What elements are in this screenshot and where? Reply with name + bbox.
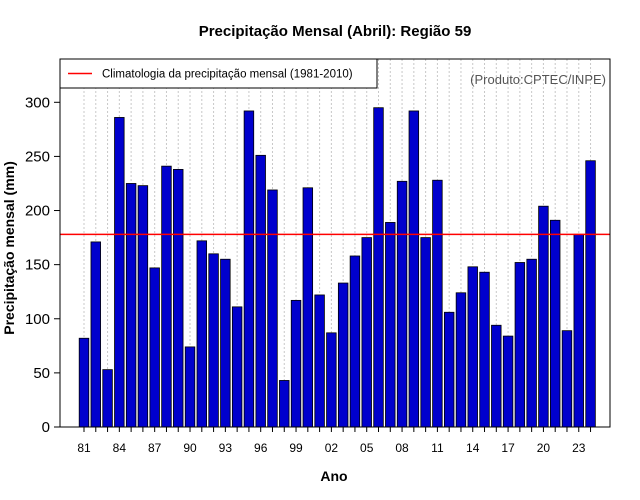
bar-1995 <box>243 110 255 428</box>
legend-box <box>59 58 378 89</box>
bar-2019 <box>526 258 537 428</box>
bar-2021 <box>550 219 561 428</box>
y-axis-label: Precipitação mensal (mm) <box>1 161 17 335</box>
x-tick-label: 14 <box>466 441 480 455</box>
bar-2003 <box>337 282 349 428</box>
bar-2005 <box>361 237 372 428</box>
bar-1985 <box>125 183 137 428</box>
x-tick-label: 81 <box>77 441 91 455</box>
x-tick-label: 84 <box>113 441 127 455</box>
bar-1981 <box>78 337 90 428</box>
bar-1982 <box>90 241 101 428</box>
x-tick-label: 05 <box>360 441 374 455</box>
bar-1999 <box>290 299 302 428</box>
bar-2020 <box>538 205 549 428</box>
bar-2007 <box>385 222 396 428</box>
x-tick-label: 90 <box>183 441 197 455</box>
bar-2022 <box>561 330 573 428</box>
bar-2000 <box>302 187 314 428</box>
bar-1987 <box>149 267 160 428</box>
y-tick-label: 150 <box>25 257 50 274</box>
bar-1984 <box>114 117 125 428</box>
legend: Climatologia da precipitação mensal (198… <box>59 58 378 89</box>
y-axis: 0 50 100 150 200 250 300 <box>25 94 60 436</box>
bar-1986 <box>137 185 149 428</box>
bar-2013 <box>455 292 467 428</box>
bar-1991 <box>196 240 208 428</box>
x-tick-label: 99 <box>289 441 303 455</box>
x-axis-label: Ano <box>320 468 347 484</box>
bar-1990 <box>184 346 196 428</box>
bar-2017 <box>502 335 514 428</box>
bar-2009 <box>408 110 420 428</box>
bar-2011 <box>432 179 443 428</box>
bar-2012 <box>443 311 455 428</box>
gridlines <box>83 59 592 427</box>
y-tick-label: 50 <box>33 365 50 382</box>
y-tick-label: 200 <box>25 203 50 220</box>
chart-title: Precipitação Mensal (Abril): Região 59 <box>199 23 472 40</box>
bar-2010 <box>420 237 431 428</box>
y-tick-label: 300 <box>25 94 50 111</box>
y-tick-label: 0 <box>42 419 50 436</box>
bar-1993 <box>220 258 231 428</box>
x-tick-label: 23 <box>572 441 586 455</box>
x-tick-label: 11 <box>431 441 444 455</box>
x-tick-label: 17 <box>501 441 515 455</box>
bar-2008 <box>396 180 408 428</box>
bars <box>78 107 596 428</box>
x-tick-label: 87 <box>148 441 162 455</box>
bar-2014 <box>467 266 478 428</box>
bar-2001 <box>314 294 325 428</box>
x-tick-label: 93 <box>219 441 233 455</box>
y-tick-label: 250 <box>25 148 50 165</box>
bar-2018 <box>514 262 526 428</box>
bar-2024 <box>585 160 596 428</box>
bar-2015 <box>479 271 490 428</box>
bar-1997 <box>267 189 278 428</box>
x-tick-label: 08 <box>395 441 409 455</box>
bar-2002 <box>326 332 337 428</box>
legend-label: Climatologia da precipitação mensal (198… <box>102 69 353 81</box>
bar-1988 <box>161 165 172 428</box>
bar-1998 <box>279 380 290 428</box>
bar-2016 <box>491 324 502 428</box>
x-tick-label: 96 <box>254 441 268 455</box>
x-tick-label: 20 <box>537 441 551 455</box>
bar-1994 <box>231 306 243 428</box>
bar-1983 <box>102 369 113 428</box>
bar-2023 <box>573 233 584 428</box>
bar-1992 <box>208 253 219 428</box>
bar-2006 <box>373 107 384 428</box>
x-axis: 81 84 87 90 93 96 99 02 05 08 11 14 17 20 23 <box>77 427 592 455</box>
bar-1989 <box>173 168 184 428</box>
source-note: (Produto:CPTEC/INPE) <box>470 72 606 87</box>
y-tick-label: 100 <box>25 311 50 328</box>
bar-1996 <box>255 154 266 428</box>
x-tick-label: 02 <box>325 441 339 455</box>
bar-2004 <box>349 255 361 428</box>
